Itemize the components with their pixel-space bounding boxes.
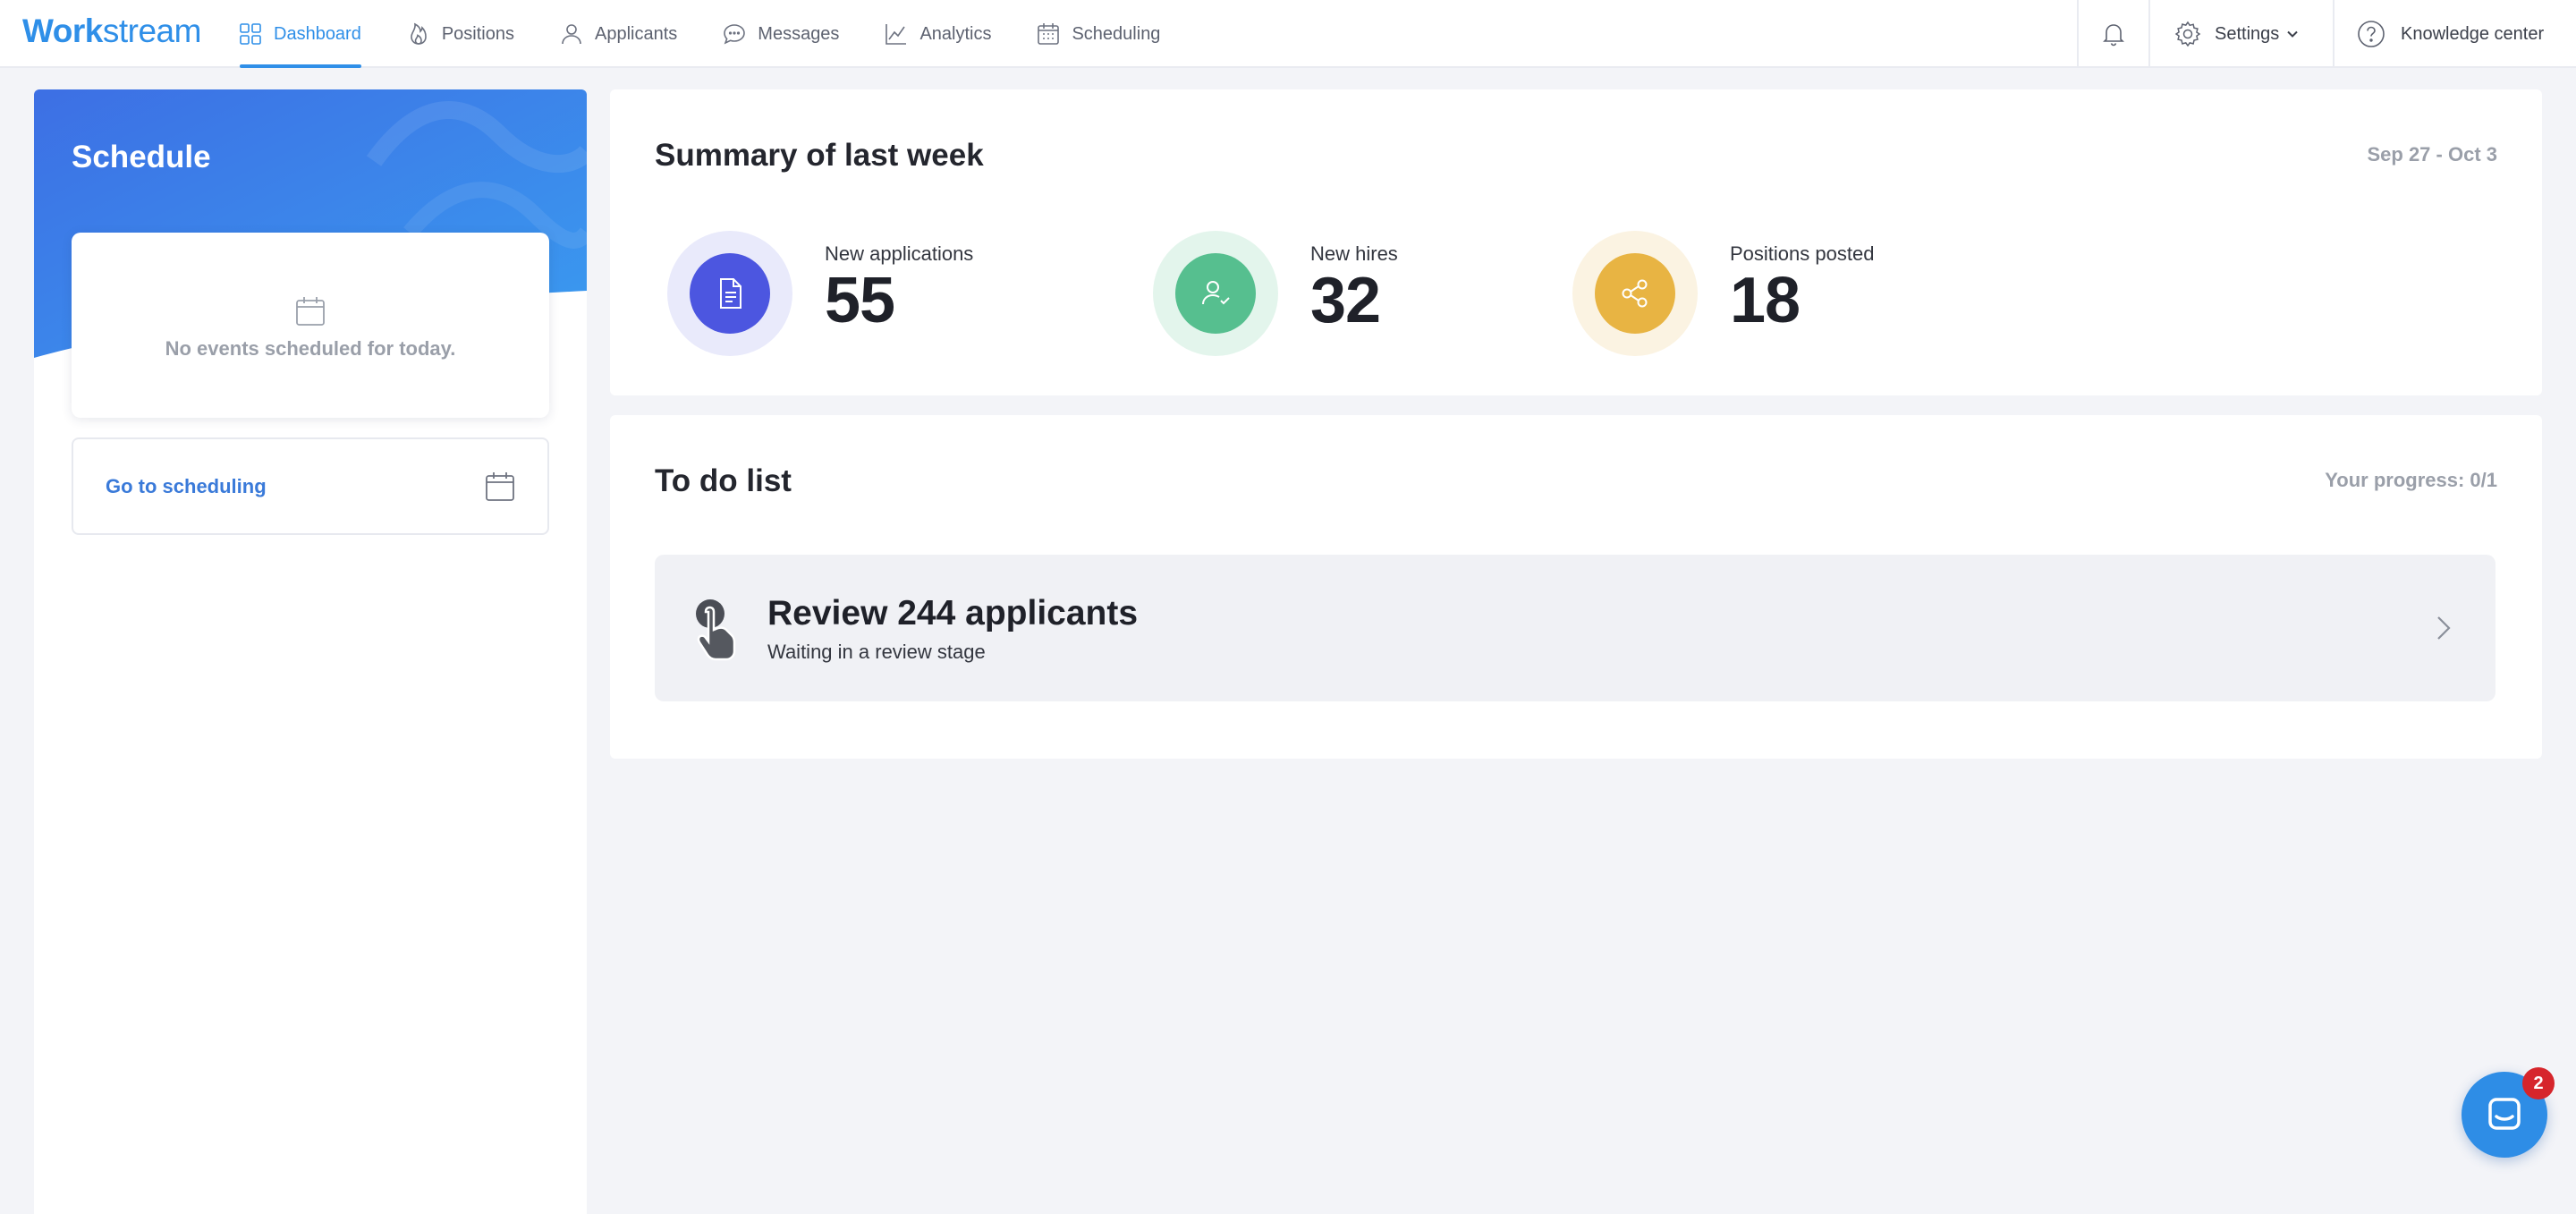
nav-dashboard-label: Dashboard bbox=[274, 23, 361, 44]
top-navbar: Workstream Dashboard Positions Applican bbox=[0, 0, 2576, 68]
summary-title: Summary of last week bbox=[655, 138, 984, 173]
stat-icon-ring bbox=[667, 231, 792, 356]
hand-pointer-icon bbox=[696, 599, 736, 661]
user-icon bbox=[562, 24, 581, 45]
calendar-icon bbox=[486, 471, 514, 501]
nav-applicants-label: Applicants bbox=[595, 23, 678, 44]
nav-positions-label: Positions bbox=[441, 23, 514, 44]
user-check-icon bbox=[1202, 281, 1230, 305]
todo-item-title: Review 244 applicants bbox=[767, 594, 1139, 632]
help-circle-icon bbox=[2358, 21, 2385, 47]
stat-label: New applications bbox=[825, 242, 974, 265]
nav-scheduling[interactable]: Scheduling bbox=[1036, 0, 1160, 68]
settings-label: Settings bbox=[2215, 23, 2280, 44]
schedule-panel: Schedule No events scheduled for today. … bbox=[34, 89, 587, 1214]
chevron-down-icon bbox=[2287, 30, 2298, 38]
today-events-card: No events scheduled for today. bbox=[72, 233, 549, 418]
todo-progress: Your progress: 0/1 bbox=[2325, 469, 2497, 491]
knowledge-center-label: Knowledge center bbox=[2401, 23, 2545, 44]
chart-line-icon bbox=[886, 24, 907, 45]
knowledge-center-link[interactable]: Knowledge center bbox=[2333, 0, 2576, 68]
go-to-scheduling-label: Go to scheduling bbox=[106, 474, 267, 497]
nav-dashboard[interactable]: Dashboard bbox=[238, 0, 361, 68]
nav-scheduling-label: Scheduling bbox=[1072, 23, 1161, 44]
todo-title: To do list bbox=[655, 463, 792, 498]
stat-icon-ring bbox=[1153, 231, 1278, 356]
gear-icon bbox=[2174, 21, 2201, 47]
notifications-button[interactable] bbox=[2077, 0, 2148, 68]
nav-messages-label: Messages bbox=[758, 23, 840, 44]
chat-unread-badge: 2 bbox=[2522, 1067, 2555, 1099]
stat-label: New hires bbox=[1310, 242, 1398, 265]
nav-analytics[interactable]: Analytics bbox=[884, 0, 991, 68]
chat-icon bbox=[724, 24, 746, 45]
dashboard-icon bbox=[240, 23, 261, 45]
go-to-scheduling-link[interactable]: Go to scheduling bbox=[72, 437, 549, 535]
nav-messages[interactable]: Messages bbox=[722, 0, 839, 68]
chat-bubble-icon bbox=[2488, 1098, 2521, 1130]
stat-value: 18 bbox=[1730, 265, 1801, 336]
header-actions: Settings Knowledge center bbox=[2077, 0, 2576, 68]
nav-applicants[interactable]: Applicants bbox=[559, 0, 677, 68]
flame-icon bbox=[411, 22, 427, 45]
calendar-icon bbox=[296, 296, 325, 326]
settings-dropdown[interactable]: Settings bbox=[2148, 0, 2333, 68]
todo-list-card: To do list Your progress: 0/1 Review 244… bbox=[610, 415, 2542, 759]
chat-launcher-button[interactable] bbox=[2462, 1072, 2547, 1158]
stat-label: Positions posted bbox=[1730, 242, 1875, 265]
weekly-summary-card: Summary of last week Sep 27 - Oct 3 New … bbox=[610, 89, 2542, 395]
stat-icon-ring bbox=[1572, 231, 1698, 356]
stat-value: 32 bbox=[1310, 265, 1381, 336]
stat-positions-posted: Positions posted 18 bbox=[1572, 231, 1874, 356]
schedule-title: Schedule bbox=[72, 140, 211, 174]
calendar-icon bbox=[1038, 23, 1060, 45]
nav-positions[interactable]: Positions bbox=[406, 0, 514, 68]
todo-item-subtitle: Waiting in a review stage bbox=[767, 641, 986, 663]
stat-new-hires: New hires 32 bbox=[1153, 231, 1398, 356]
stat-value: 55 bbox=[825, 265, 895, 336]
todo-item-review-applicants[interactable]: Review 244 applicants Waiting in a revie… bbox=[655, 555, 2496, 701]
share-icon bbox=[1622, 279, 1648, 308]
no-events-message: No events scheduled for today. bbox=[165, 336, 456, 360]
document-icon bbox=[720, 278, 741, 309]
stat-new-applications: New applications 55 bbox=[667, 231, 973, 356]
bell-icon bbox=[2103, 24, 2124, 47]
main-nav: Dashboard Positions Applicants Messages bbox=[238, 0, 1205, 68]
nav-analytics-label: Analytics bbox=[919, 23, 992, 44]
chevron-right-icon bbox=[2437, 616, 2451, 640]
summary-date-range: Sep 27 - Oct 3 bbox=[2367, 143, 2497, 166]
workstream-logo[interactable]: Workstream bbox=[22, 13, 201, 49]
